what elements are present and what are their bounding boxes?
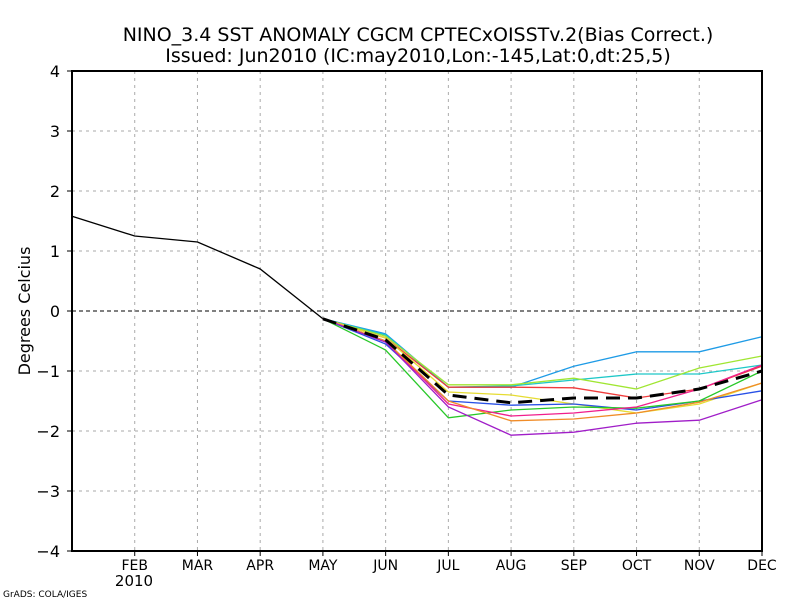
chart-title: NINO_3.4 SST ANOMALY CGCM CPTECxOISSTv.2… [123, 24, 714, 46]
y-tick-label: 1 [50, 242, 60, 261]
x-tick-label: JUN [372, 558, 398, 574]
y-tick-label: 2 [50, 182, 60, 201]
y-tick-label: 0 [50, 302, 60, 321]
x-tick-label: MAY [308, 558, 338, 574]
x-ticks: FEB MAR APR MAY JUN JUL AUG SEP OCT NOV DEC [121, 551, 777, 574]
y-tick-label: −3 [36, 482, 60, 501]
chart-subtitle: Issued: Jun2010 (IC:may2010,Lon:-145,Lat… [165, 45, 671, 67]
x-tick-label: SEP [561, 558, 587, 574]
x-year-label: 2010 [115, 572, 153, 590]
x-tick-label: DEC [747, 558, 777, 574]
series-line-member-5 [322, 318, 763, 414]
y-tick-label: 3 [50, 122, 60, 141]
series-line-member-1 [322, 318, 763, 388]
series-line-member-3 [322, 318, 763, 390]
y-tick-label: 4 [50, 62, 60, 81]
x-tick-label: NOV [684, 558, 715, 574]
x-tick-label: JUL [436, 558, 459, 574]
x-tick-label: FEB [121, 558, 148, 574]
grid [72, 71, 762, 551]
series-line-member-7 [322, 318, 763, 419]
series-line-observed [71, 215, 324, 320]
y-ticks: −4 −3 −2 −1 0 1 2 3 4 [36, 62, 72, 561]
series-line-member-6 [322, 318, 763, 411]
y-tick-label: −4 [36, 542, 60, 561]
y-tick-label: −2 [36, 422, 60, 441]
y-axis-label: Degrees Celcius [15, 247, 34, 376]
x-tick-label: MAR [182, 558, 214, 574]
series-line-member-9 [322, 318, 763, 422]
x-tick-label: AUG [496, 558, 527, 574]
series-lines [71, 215, 763, 436]
plot-frame [71, 70, 763, 552]
x-tick-label: OCT [622, 558, 652, 574]
x-tick-label: APR [246, 558, 274, 574]
footer-credit: GrADS: COLA/IGES [3, 590, 87, 600]
series-line-member-4 [322, 318, 763, 399]
series-line-ensemble-mean [322, 317, 763, 405]
y-tick-label: −1 [36, 362, 60, 381]
series-line-member-10 [322, 318, 763, 436]
